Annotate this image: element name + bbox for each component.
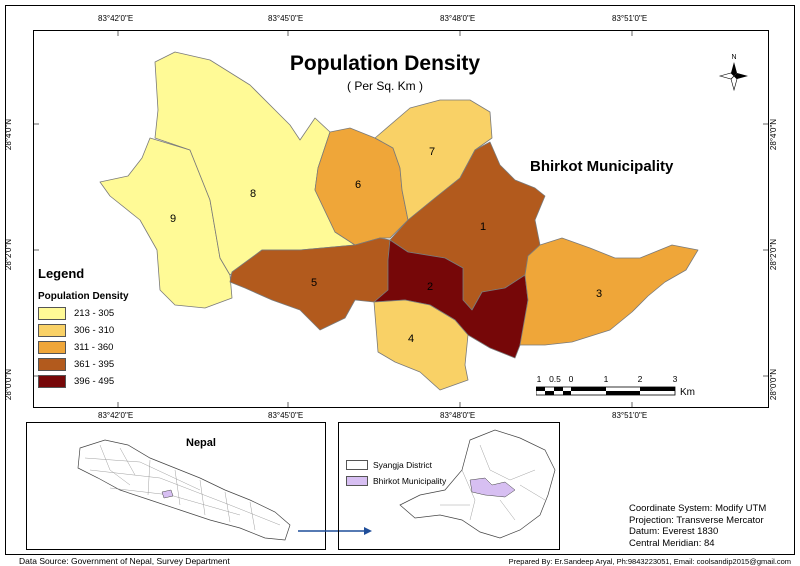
ward-label-2: 2 — [427, 281, 433, 293]
legend-label: 311 - 360 — [74, 342, 114, 353]
ward-label-5: 5 — [311, 277, 317, 289]
map-title: Population Density — [289, 52, 481, 75]
central-meridian: Central Meridian: 84 — [629, 537, 715, 549]
municipality-name: Bhirkot Municipality — [530, 158, 674, 175]
bottom-lon-tick: 83°48'0"E — [440, 411, 476, 420]
ward-4-area — [373, 299, 469, 391]
nepal-inset-title: Nepal — [186, 437, 216, 449]
legend-item: 361 - 395 — [38, 356, 188, 373]
main-map-frame — [33, 30, 769, 408]
inset-legend-swatch — [346, 476, 368, 486]
syangja-inset-frame — [338, 422, 560, 550]
scale-tick-label: 1 — [604, 374, 609, 384]
inset-legend-label: Bhirkot Municipality — [373, 476, 447, 486]
bottom-lon-tick: 83°45'0"E — [268, 411, 304, 420]
ward-label-3: 3 — [596, 288, 602, 300]
ward-3-area — [519, 237, 699, 346]
legend-item: 213 - 305 — [38, 305, 188, 322]
inset-legend-item: Syangja District — [346, 460, 432, 470]
legend: Legend Population Density 213 - 305 306 … — [38, 266, 188, 390]
bottom-lon-tick: 83°42'0"E — [98, 411, 134, 420]
coordinate-system: Coordinate System: Modify UTM — [629, 503, 767, 514]
scale-unit: Km — [680, 387, 695, 398]
north-label: N — [731, 54, 736, 61]
top-lon-tick: 83°45'0"E — [268, 14, 304, 23]
legend-swatch — [38, 358, 66, 371]
legend-swatch — [38, 324, 66, 337]
ward-label-1: 1 — [480, 221, 486, 233]
top-lon-tick: 83°48'0"E — [440, 14, 476, 23]
bottom-lon-tick: 83°51'0"E — [612, 411, 648, 420]
scale-tick-label: 0.5 — [549, 374, 561, 384]
nepal-inset-frame — [26, 422, 326, 550]
legend-item: 311 - 360 — [38, 339, 188, 356]
projection: Projection: Transverse Mercator — [629, 514, 764, 526]
datum: Datum: Everest 1830 — [629, 526, 719, 537]
map-subtitle: ( Per Sq. Km ) — [346, 79, 423, 93]
legend-label: 361 - 395 — [74, 359, 115, 370]
scale-tick-label: 2 — [638, 374, 643, 384]
legend-item: 306 - 310 — [38, 322, 188, 339]
legend-heading: Legend — [38, 266, 85, 281]
map-sheet-border — [5, 5, 795, 555]
top-lon-tick: 83°42'0"E — [98, 14, 134, 23]
legend-subheading: Population Density — [38, 291, 129, 302]
prepared-by: Prepared By: Er.Sandeep Aryal, Ph:984322… — [508, 557, 791, 566]
ward-label-7: 7 — [429, 146, 435, 158]
legend-swatch — [38, 341, 66, 354]
ward-label-9: 9 — [170, 213, 176, 225]
inset-legend-swatch — [346, 460, 368, 470]
legend-swatch — [38, 307, 66, 320]
ward-label-6: 6 — [355, 179, 361, 191]
north-arrow-icon: N — [718, 54, 748, 92]
scale-tick-label: 0 — [569, 374, 574, 384]
ward-label-4: 4 — [408, 333, 414, 345]
coordinate-info: Coordinate System: Modify UTM Projection… — [629, 503, 766, 549]
scale-bar: 1 0.5 0 1 2 3 Km — [536, 374, 695, 398]
legend-item: 396 - 495 — [38, 373, 188, 390]
inset-legend-item: Bhirkot Municipality — [346, 476, 446, 486]
scale-tick-label: 3 — [673, 374, 678, 384]
legend-label: 306 - 310 — [74, 325, 115, 336]
legend-label: 213 - 305 — [74, 308, 115, 319]
legend-swatch — [38, 375, 66, 388]
legend-label: 396 - 495 — [74, 376, 115, 387]
ward-label-8: 8 — [250, 188, 256, 200]
top-lon-tick: 83°51'0"E — [612, 14, 648, 23]
data-source: Data Source: Government of Nepal, Survey… — [19, 556, 230, 566]
inset-legend-label: Syangja District — [373, 460, 433, 470]
scale-tick-label: 1 — [537, 374, 542, 384]
